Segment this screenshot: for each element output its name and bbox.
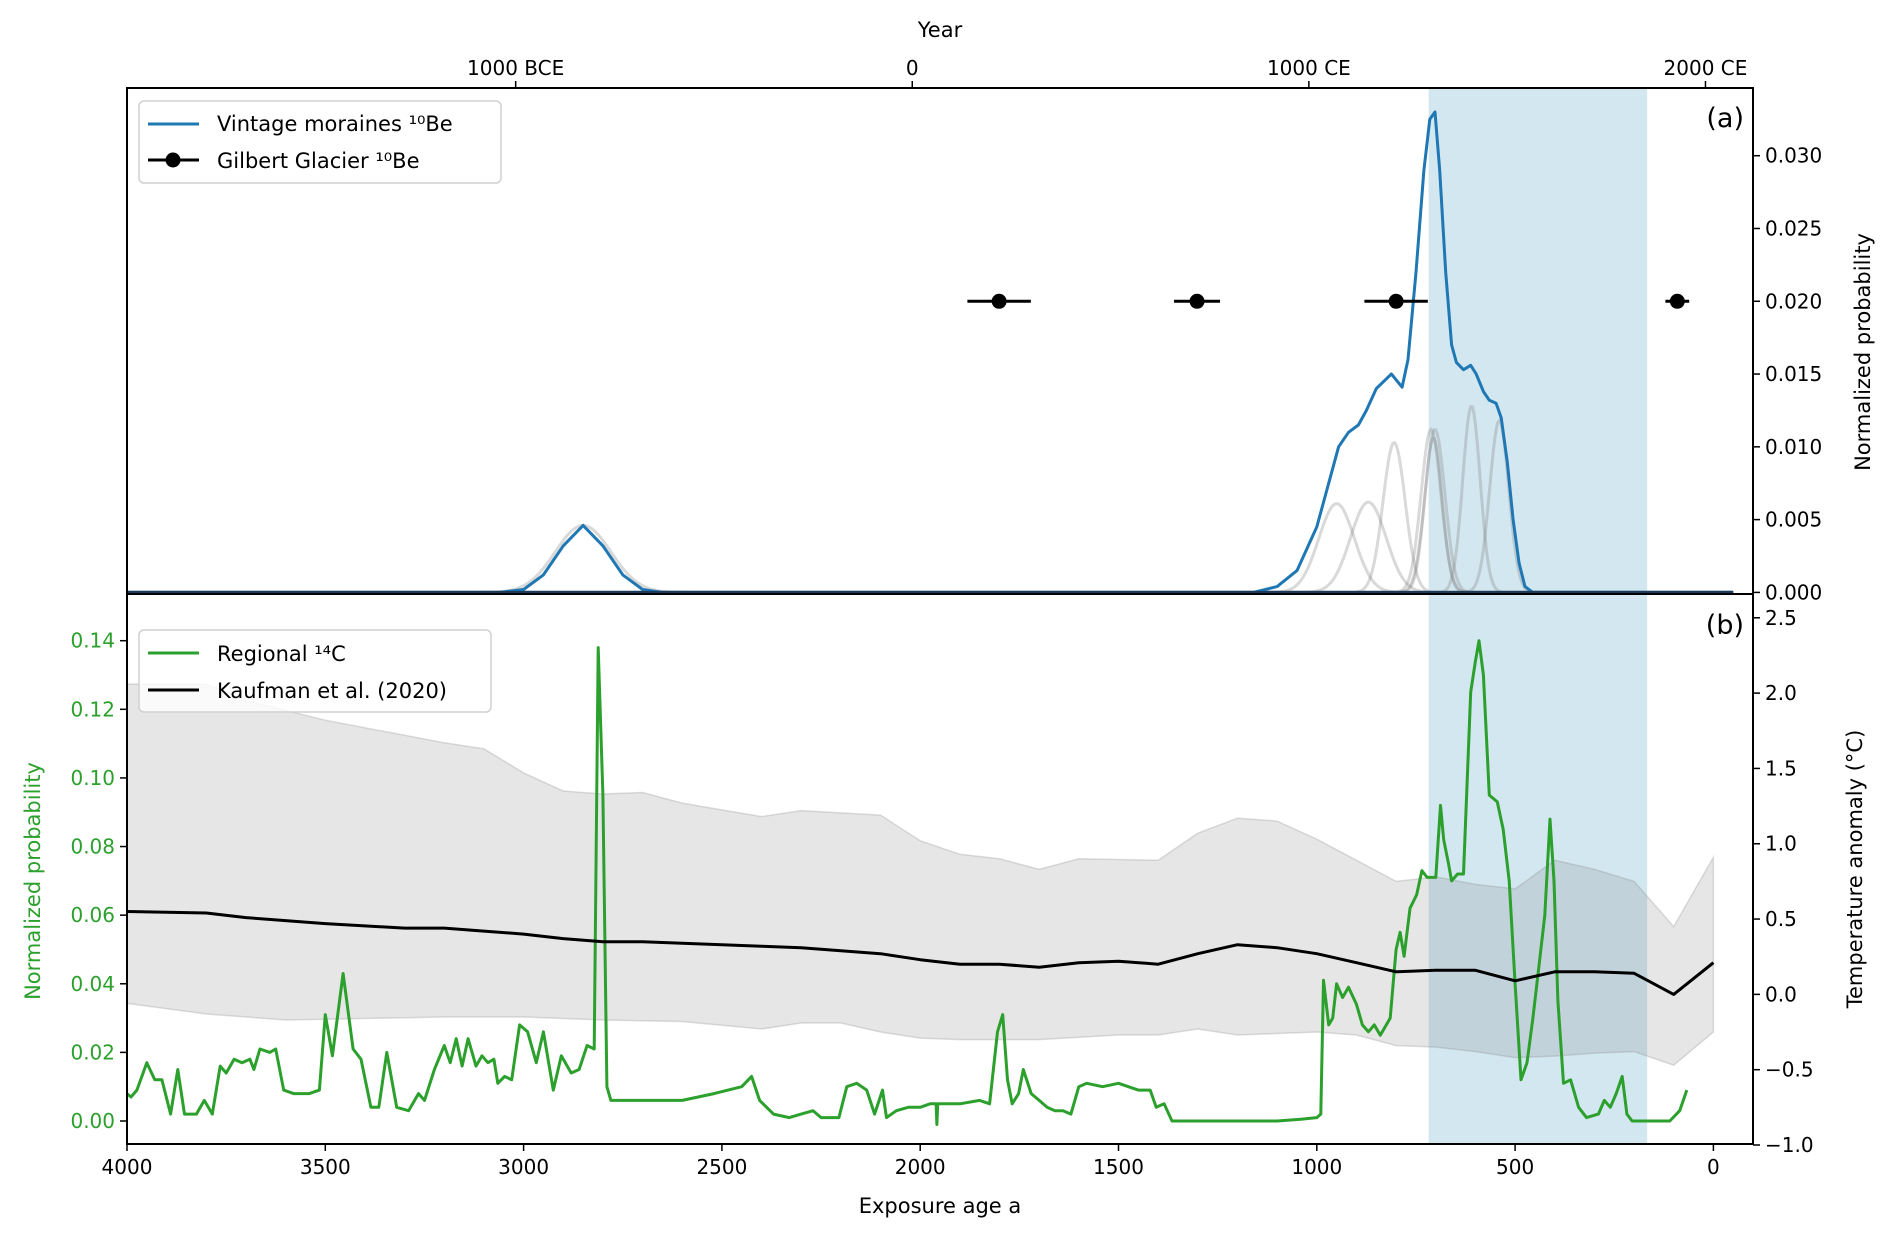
kaufman-temperature-line xyxy=(126,910,1715,996)
panel-b-right-tick-label: −0.5 xyxy=(1765,1058,1814,1082)
axes-layer: 1000 BCE 0 1000 CE 2000 CE0.0000.0050.0100.… xyxy=(70,56,1822,1179)
panel-a-right-tick-label: 0.015 xyxy=(1765,362,1822,386)
x-axis-tick-label: 0 xyxy=(1707,1155,1720,1179)
gilbert-glacier-point-1 xyxy=(1189,293,1205,309)
x-axis-tick-label: 2000 xyxy=(895,1155,946,1179)
panel-b-left-tick-label: 0.06 xyxy=(70,903,115,927)
gilbert-glacier-point-0 xyxy=(991,293,1007,309)
panel-a-right-tick-label: 0.025 xyxy=(1765,216,1822,240)
temperature-uncertainty-band xyxy=(126,683,1715,1067)
panel-a-right-tick-label: 0.020 xyxy=(1765,289,1822,313)
panel-b-left-tick-label: 0.12 xyxy=(70,697,115,721)
panel-b-left-tick-label: 0.02 xyxy=(70,1040,115,1064)
vintage-moraines-line xyxy=(127,110,1734,594)
top-axis-tick-label: 2000 CE xyxy=(1664,56,1748,80)
legend-label-regional-14c: Regional ¹⁴C xyxy=(217,642,346,666)
panel-b-left-axis-title: Normalized probability xyxy=(21,762,45,1000)
panel-b-right-tick-label: 2.0 xyxy=(1765,681,1797,705)
panel-a-right-tick-label: 0.005 xyxy=(1765,508,1822,532)
top-axis-tick-label: 1000 CE xyxy=(1267,56,1351,80)
x-axis-tick-label: 3500 xyxy=(300,1155,351,1179)
panel-b-left-tick-label: 0.14 xyxy=(70,629,115,653)
panel-b-right-tick-label: −1.0 xyxy=(1765,1133,1814,1157)
panel-b-left-tick-label: 0.04 xyxy=(70,972,115,996)
panel-a-right-tick-label: 0.010 xyxy=(1765,435,1822,459)
panel-b-right-tick-label: 0.5 xyxy=(1765,907,1797,931)
panel-a-tag: (a) xyxy=(1706,103,1744,134)
x-axis-tick-label: 500 xyxy=(1496,1155,1534,1179)
legend-label-gilbert-glacier: Gilbert Glacier ¹⁰Be xyxy=(217,149,419,173)
gilbert-glacier-point-2 xyxy=(1388,293,1404,309)
series-layer xyxy=(126,110,1734,1126)
x-axis-tick-label: 1500 xyxy=(1093,1155,1144,1179)
x-axis-tick-label: 2500 xyxy=(696,1155,747,1179)
panel-a-right-tick-label: 0.030 xyxy=(1765,144,1822,168)
legend-label-vintage-moraines: Vintage moraines ¹⁰Be xyxy=(217,112,453,136)
x-axis-tick-label: 3000 xyxy=(498,1155,549,1179)
top-axis-title: Year xyxy=(917,18,963,42)
panel-b-right-tick-label: 0.0 xyxy=(1765,982,1797,1006)
x-axis-tick-label: 1000 xyxy=(1291,1155,1342,1179)
panel-b-right-tick-label: 1.5 xyxy=(1765,756,1797,780)
panel-b-frame xyxy=(126,593,1754,1145)
temperature-uncertainty-band-layer xyxy=(126,683,1715,1067)
panel-b-left-tick-label: 0.00 xyxy=(70,1109,115,1133)
panel-b-left-tick-label: 0.08 xyxy=(70,835,115,859)
panel-b-left-tick-label: 0.10 xyxy=(70,766,115,790)
panel-a-right-axis-title: Normalized probability xyxy=(1851,233,1875,471)
legend-label-kaufman: Kaufman et al. (2020) xyxy=(217,679,447,703)
legend-panel-a: Vintage moraines ¹⁰Be Gilbert Glacier ¹⁰… xyxy=(138,100,502,184)
gilbert-glacier-point-3 xyxy=(1669,293,1685,309)
panel-b-right-tick-label: 1.0 xyxy=(1765,832,1797,856)
panel-b-tag: (b) xyxy=(1706,610,1744,641)
x-axis-tick-label: 4000 xyxy=(102,1155,153,1179)
x-axis-title: Exposure age a xyxy=(859,1194,1022,1218)
panel-b-right-axis-title: Temperature anomaly (°C) xyxy=(1843,730,1867,1010)
regional-14c-line xyxy=(126,639,1689,1126)
top-axis-tick-label: 1000 BCE xyxy=(467,56,564,80)
legend-panel-b: Regional ¹⁴C Kaufman et al. (2020) xyxy=(138,629,492,713)
panel-a-right-tick-label: 0.000 xyxy=(1765,580,1822,604)
legend-marker-gilbert-glacier xyxy=(165,152,181,168)
top-axis-tick-label: 0 xyxy=(906,56,919,80)
panel-b-right-tick-label: 2.5 xyxy=(1765,606,1797,630)
